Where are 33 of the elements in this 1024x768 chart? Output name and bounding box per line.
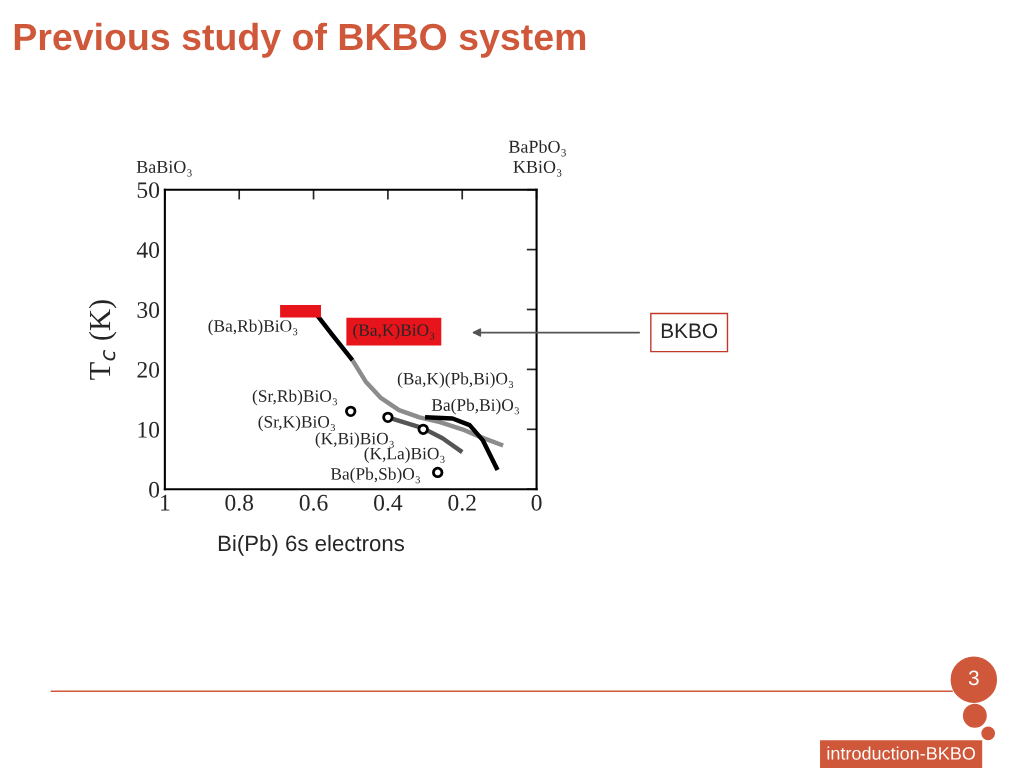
x-tick-label: 1 bbox=[161, 494, 170, 511]
x-tick-label: 0.2 bbox=[448, 494, 476, 511]
y-tick-label: 40 bbox=[136, 242, 160, 259]
x-tick-label: 0.6 bbox=[299, 494, 328, 511]
point bbox=[417, 423, 429, 435]
x-tick-label: 0.8 bbox=[225, 494, 254, 511]
y-axis-title: T$_{c}$ (K) bbox=[88, 300, 117, 380]
text: BaBiO₃ bbox=[136, 160, 192, 177]
annotation: (Sr,K)BiO₃ bbox=[258, 415, 336, 432]
x-tick-label: 0 bbox=[531, 494, 542, 511]
text: introduction-BKBO bbox=[827, 746, 976, 760]
annotation: (K,Bi)BiO₃ bbox=[315, 432, 394, 448]
y-tick-label: 0 bbox=[149, 481, 160, 498]
annotation: (Ba,Rb)BiO₃ bbox=[208, 319, 298, 336]
x-axis-title: Bi(Pb) 6s electrons bbox=[218, 534, 405, 556]
annotation: Ba(Pb,Sb)O₃ bbox=[330, 467, 420, 484]
annotation: Ba(Pb,Bi)O₃ bbox=[431, 398, 519, 415]
x-tick-label: 0.4 bbox=[374, 494, 403, 511]
text: 3 bbox=[968, 670, 979, 686]
text: BaPbO₃ KBiO₃ bbox=[508, 140, 566, 177]
point bbox=[345, 405, 357, 418]
annotation: (Sr,Rb)BiO₃ bbox=[252, 389, 338, 406]
y-tick-label: 30 bbox=[137, 301, 160, 318]
point bbox=[432, 466, 444, 479]
point bbox=[382, 411, 394, 423]
annotation: (K,La)BiO₃ bbox=[364, 447, 445, 463]
y-tick-label: 10 bbox=[138, 421, 160, 438]
annotation: (Ba,K)(Pb,Bi)O₃ bbox=[397, 372, 514, 389]
text: BKBO bbox=[661, 323, 718, 339]
chart-title: Previous study of BKBO system bbox=[14, 22, 586, 58]
y-tick-label: 50 bbox=[137, 182, 160, 199]
y-tick-label: 20 bbox=[137, 361, 160, 378]
annotation: (Ba,K)BiO₃ bbox=[353, 323, 435, 340]
